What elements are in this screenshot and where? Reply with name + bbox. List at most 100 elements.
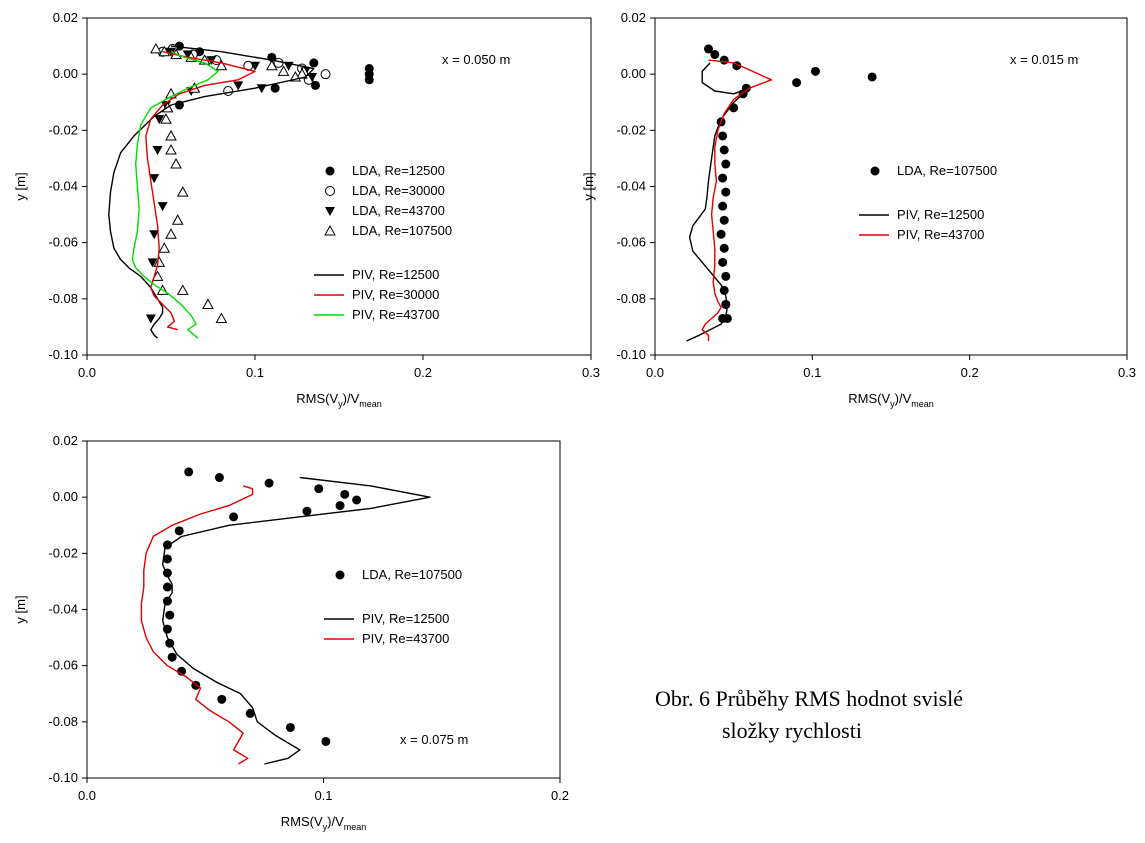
data-point bbox=[162, 554, 172, 564]
data-point bbox=[320, 69, 331, 80]
data-point bbox=[160, 113, 172, 124]
y-tick-label: -0.08 bbox=[48, 291, 78, 306]
chart-3: 0.0 0.1 0.2 0.02 0.00 -0.02 -0.04 -0.06 -0.08 -0.… bbox=[13, 433, 569, 832]
data-point bbox=[217, 694, 227, 704]
data-point bbox=[364, 75, 374, 85]
data-point bbox=[716, 229, 726, 239]
series-line bbox=[145, 51, 256, 331]
legend-label: LDA, Re=107500 bbox=[362, 567, 462, 582]
chart-2: 0.0 0.1 0.2 0.3 0.02 0.00 -0.02 -0.04 -0.06 -0.08… bbox=[581, 10, 1136, 409]
caption-line-2: složky rychlosti bbox=[722, 718, 862, 743]
x-axis-label: RMS(Vy)/Vmean bbox=[281, 814, 367, 832]
y-tick-label: -0.10 bbox=[48, 347, 78, 362]
y-tick-label: 0.02 bbox=[53, 433, 78, 448]
data-point bbox=[721, 159, 731, 169]
legend-label: PIV, Re=12500 bbox=[362, 611, 449, 626]
caption-line-1: Obr. 6 Průběhy RMS hodnot svislé bbox=[655, 686, 963, 711]
y-tick-label: -0.10 bbox=[48, 770, 78, 785]
legend-label: LDA, Re=43700 bbox=[352, 203, 445, 218]
legend-marker bbox=[335, 570, 345, 580]
legend-marker bbox=[325, 207, 335, 216]
x-tick-label: 0.2 bbox=[961, 365, 979, 380]
legend-label: PIV, Re=12500 bbox=[352, 267, 439, 282]
data-point bbox=[184, 467, 194, 477]
x-tick-label: 0.1 bbox=[246, 365, 264, 380]
x-tick-label: 0.0 bbox=[78, 365, 96, 380]
legend: LDA, Re=12500 LDA, Re=30000 LDA, Re=43700 L… bbox=[314, 163, 452, 322]
series-4 bbox=[150, 42, 310, 323]
legend-label: LDA, Re=107500 bbox=[897, 163, 997, 178]
y-tick-label: -0.10 bbox=[616, 347, 646, 362]
data-point bbox=[157, 202, 168, 212]
data-point bbox=[718, 173, 728, 183]
data-point bbox=[340, 489, 350, 499]
data-point bbox=[229, 512, 239, 522]
data-point bbox=[314, 484, 324, 494]
data-point bbox=[867, 72, 877, 82]
y-tick-label: -0.04 bbox=[48, 602, 78, 617]
legend-label: PIV, Re=30000 bbox=[352, 287, 439, 302]
data-point bbox=[335, 501, 345, 511]
data-point bbox=[214, 473, 224, 483]
series-1 bbox=[162, 467, 362, 746]
data-point bbox=[223, 86, 234, 97]
data-point bbox=[719, 145, 729, 155]
x-tick-label: 0.3 bbox=[1118, 365, 1136, 380]
x-tick-label: 0.1 bbox=[803, 365, 821, 380]
y-tick-label: -0.04 bbox=[616, 179, 646, 194]
data-point bbox=[721, 299, 731, 309]
data-point bbox=[165, 143, 177, 155]
y-tick-label: -0.08 bbox=[48, 714, 78, 729]
data-point bbox=[718, 131, 728, 141]
y-tick-label: 0.00 bbox=[621, 66, 646, 81]
position-annotation: x = 0.075 m bbox=[400, 732, 468, 747]
legend-marker bbox=[325, 166, 335, 176]
data-point bbox=[176, 186, 189, 197]
legend-label: PIV, Re=12500 bbox=[897, 207, 984, 222]
x-tick-label: 0.0 bbox=[78, 788, 96, 803]
data-point bbox=[352, 495, 362, 505]
data-point bbox=[153, 256, 166, 267]
data-point bbox=[277, 65, 290, 76]
data-point bbox=[165, 228, 177, 239]
series-line bbox=[108, 45, 315, 339]
data-point bbox=[245, 708, 255, 718]
data-point bbox=[719, 55, 729, 65]
series-1 bbox=[703, 44, 877, 323]
data-point bbox=[307, 72, 318, 82]
legend-label: LDA, Re=30000 bbox=[352, 183, 445, 198]
data-point bbox=[150, 42, 162, 54]
legend: LDA, Re=107500 PIV, Re=12500 PIV, Re=43700 bbox=[859, 163, 997, 242]
position-annotation: x = 0.050 m bbox=[442, 52, 510, 67]
data-point bbox=[182, 50, 193, 60]
y-axis-label: y [m] bbox=[13, 172, 28, 200]
legend-label: PIV, Re=43700 bbox=[362, 631, 449, 646]
data-point bbox=[310, 80, 320, 90]
data-point bbox=[152, 145, 163, 155]
legend-label: LDA, Re=107500 bbox=[352, 223, 452, 238]
legend-label: PIV, Re=43700 bbox=[897, 227, 984, 242]
data-point bbox=[149, 230, 160, 240]
data-point bbox=[792, 78, 802, 88]
data-point bbox=[176, 284, 189, 295]
legend-marker bbox=[324, 224, 336, 236]
data-point bbox=[273, 57, 284, 68]
plot-frame bbox=[86, 440, 561, 779]
data-point bbox=[264, 478, 274, 488]
legend-marker bbox=[325, 186, 335, 196]
y-tick-label: 0.00 bbox=[53, 489, 78, 504]
y-tick-label: -0.02 bbox=[616, 122, 646, 137]
data-point bbox=[165, 129, 177, 141]
data-point bbox=[145, 314, 156, 324]
y-tick-label: -0.06 bbox=[616, 235, 646, 250]
series-3 bbox=[140, 485, 254, 765]
legend: LDA, Re=107500 PIV, Re=12500 PIV, Re=43700 bbox=[324, 567, 462, 646]
x-tick-label: 0.0 bbox=[646, 365, 664, 380]
data-point bbox=[154, 115, 165, 125]
data-point bbox=[718, 257, 728, 267]
y-tick-label: -0.02 bbox=[48, 545, 78, 560]
series-7 bbox=[131, 51, 219, 339]
y-tick-label: -0.02 bbox=[48, 122, 78, 137]
series-line bbox=[140, 485, 254, 765]
